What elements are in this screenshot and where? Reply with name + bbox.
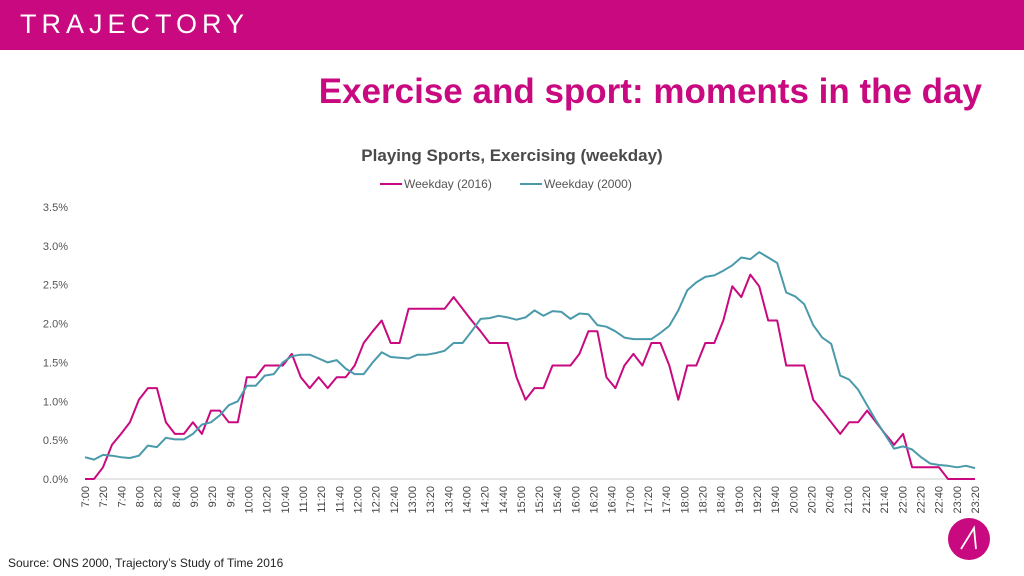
- y-tick-label: 1.0%: [43, 396, 68, 408]
- slide-title: Exercise and sport: moments in the day: [318, 72, 982, 111]
- x-tick-label: 9:20: [207, 486, 219, 507]
- y-tick-label: 0.0%: [43, 474, 68, 486]
- y-tick-label: 0.5%: [43, 435, 68, 447]
- x-tick-label: 22:00: [897, 486, 909, 514]
- x-tick-label: 10:00: [243, 486, 255, 514]
- x-tick-label: 14:40: [498, 486, 510, 514]
- legend-label-2016: Weekday (2016): [404, 177, 492, 191]
- x-tick-label: 12:20: [371, 486, 383, 514]
- x-tick-label: 18:20: [698, 486, 710, 514]
- x-tick-label: 9:00: [189, 486, 201, 507]
- x-tick-label: 17:40: [661, 486, 673, 514]
- y-tick-label: 3.5%: [43, 202, 68, 214]
- x-tick-label: 20:20: [807, 486, 819, 514]
- chart-title: Playing Sports, Exercising (weekday): [361, 146, 662, 165]
- chart-legend: Weekday (2016) Weekday (2000): [380, 177, 632, 191]
- x-tick-label: 19:20: [752, 486, 764, 514]
- x-tick-label: 15:20: [534, 486, 546, 514]
- x-tick-label: 12:40: [389, 486, 401, 514]
- line-chart: Playing Sports, Exercising (weekday) Wee…: [43, 146, 982, 514]
- x-tick-label: 21:40: [879, 486, 891, 514]
- x-tick-label: 15:40: [552, 486, 564, 514]
- x-tick-label: 17:20: [643, 486, 655, 514]
- x-tick-label: 8:40: [171, 486, 183, 507]
- x-tick-label: 10:20: [262, 486, 274, 514]
- x-tick-label: 14:00: [461, 486, 473, 514]
- x-tick-label: 23:20: [970, 486, 982, 514]
- x-tick-label: 8:00: [134, 486, 146, 507]
- x-tick-label: 13:20: [425, 486, 437, 514]
- x-tick-label: 19:00: [734, 486, 746, 514]
- y-tick-label: 2.5%: [43, 280, 68, 292]
- x-tick-label: 21:00: [843, 486, 855, 514]
- x-tick-label: 17:00: [625, 486, 637, 514]
- series-lines: [84, 251, 976, 480]
- series-line-2016: [85, 273, 975, 480]
- x-tick-label: 11:20: [316, 486, 328, 513]
- x-tick-label: 12:00: [352, 486, 364, 514]
- x-tick-label: 10:40: [280, 486, 292, 514]
- x-tick-label: 23:00: [952, 486, 964, 514]
- source-note: Source: ONS 2000, Trajectory’s Study of …: [8, 556, 284, 570]
- brand-mark-icon: [948, 518, 990, 560]
- x-tick-label: 11:00: [298, 486, 310, 513]
- x-tick-label: 16:40: [607, 486, 619, 514]
- x-tick-label: 13:00: [407, 486, 419, 514]
- x-tick-label: 7:00: [80, 486, 92, 507]
- x-tick-label: 13:40: [443, 486, 455, 514]
- x-tick-label: 20:40: [825, 486, 837, 514]
- x-tick-label: 8:20: [153, 486, 165, 507]
- x-tick-label: 11:40: [334, 486, 346, 513]
- x-tick-label: 16:20: [589, 486, 601, 514]
- x-tick-label: 14:20: [480, 486, 492, 514]
- legend-label-2000: Weekday (2000): [544, 177, 632, 191]
- x-tick-label: 22:20: [916, 486, 928, 514]
- y-tick-label: 1.5%: [43, 357, 68, 369]
- x-axis: 7:00 7:20 7:40 8:00 8:20 8:40 9:00 9:20 9:40 10:0…: [80, 478, 982, 514]
- x-tick-label: 9:40: [225, 486, 237, 507]
- brand-logo-text: TRAJECTORY: [20, 9, 250, 39]
- series-line-2000: [84, 251, 976, 470]
- y-tick-label: 2.0%: [43, 319, 68, 331]
- x-tick-label: 7:20: [98, 486, 110, 507]
- y-axis: 0.0% 0.5% 1.0% 1.5% 2.0% 2.5% 3.0% 3.5%: [43, 202, 68, 486]
- x-tick-label: 20:00: [788, 486, 800, 514]
- x-tick-label: 18:00: [679, 486, 691, 514]
- x-tick-label: 18:40: [716, 486, 728, 514]
- x-tick-label: 16:00: [570, 486, 582, 514]
- top-banner: TRAJECTORY: [0, 0, 1024, 50]
- x-tick-label: 22:40: [934, 486, 946, 514]
- x-tick-label: 21:20: [861, 486, 873, 514]
- x-tick-label: 15:00: [516, 486, 528, 514]
- y-tick-label: 3.0%: [43, 241, 68, 253]
- x-tick-label: 19:40: [770, 486, 782, 514]
- x-tick-label: 7:40: [116, 486, 128, 507]
